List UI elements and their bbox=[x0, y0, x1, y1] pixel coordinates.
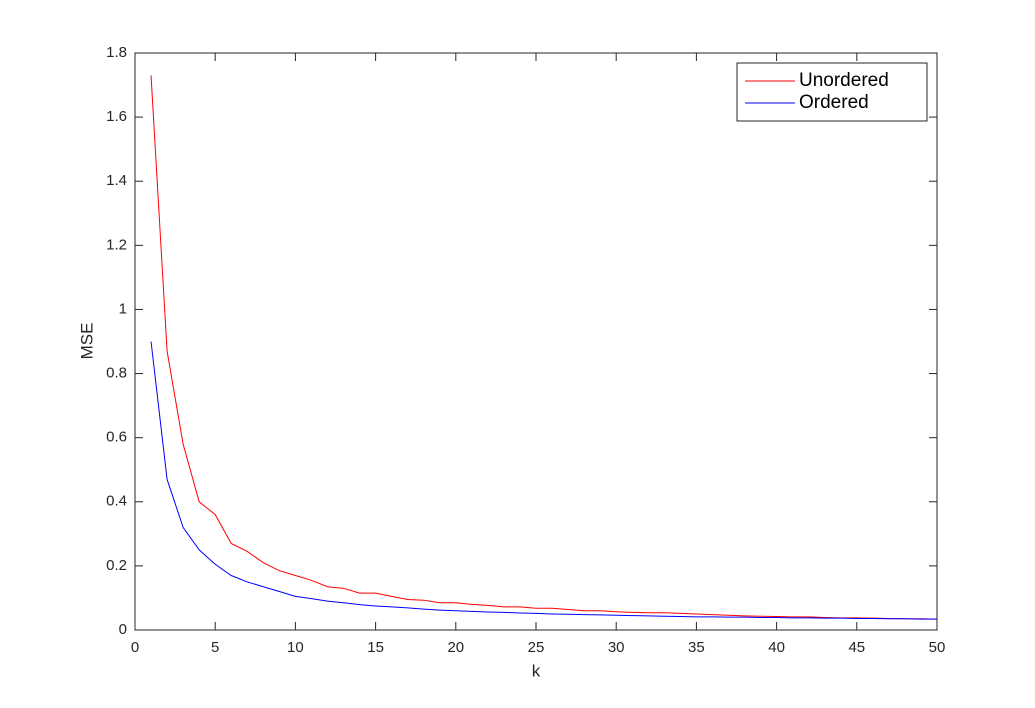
y-tick-label: 0.4 bbox=[106, 493, 127, 510]
y-tick-label: 0 bbox=[119, 621, 127, 638]
legend-label: Unordered bbox=[799, 70, 889, 91]
legend-box bbox=[736, 62, 928, 122]
x-tick-label: 30 bbox=[608, 639, 625, 656]
x-tick-label: 10 bbox=[287, 639, 304, 656]
legend-label: Ordered bbox=[799, 92, 869, 113]
x-tick-label: 35 bbox=[688, 639, 705, 656]
x-tick-label: 0 bbox=[131, 639, 139, 656]
x-tick-label: 20 bbox=[447, 639, 464, 656]
y-tick-label: 0.8 bbox=[106, 365, 127, 382]
x-tick-label: 15 bbox=[367, 639, 384, 656]
x-tick-label: 25 bbox=[528, 639, 545, 656]
y-axis-label: MSE bbox=[77, 323, 96, 360]
y-tick-label: 1.2 bbox=[106, 236, 127, 253]
x-tick-label: 50 bbox=[929, 639, 946, 656]
x-tick-label: 40 bbox=[768, 639, 785, 656]
y-tick-label: 0.2 bbox=[106, 557, 127, 574]
y-tick-label: 0.6 bbox=[106, 429, 127, 446]
x-axis-label: k bbox=[532, 661, 541, 680]
y-tick-label: 1.4 bbox=[106, 172, 127, 189]
x-tick-label: 45 bbox=[848, 639, 865, 656]
y-tick-label: 1 bbox=[119, 300, 127, 317]
series-line bbox=[150, 341, 937, 620]
x-tick-label: 5 bbox=[211, 639, 219, 656]
y-tick-label: 1.6 bbox=[106, 108, 127, 125]
series-line bbox=[150, 75, 938, 620]
y-tick-label: 1.8 bbox=[106, 44, 127, 61]
